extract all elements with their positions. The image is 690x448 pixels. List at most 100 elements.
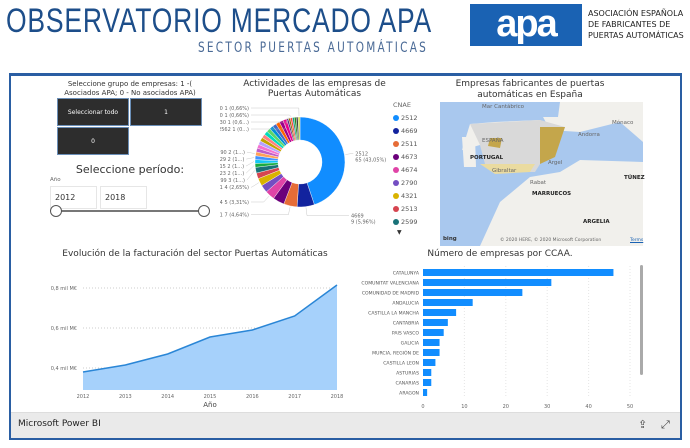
bar xyxy=(423,289,523,296)
slice-label: 4321 4 (2,65%) xyxy=(220,185,249,191)
legend-label: 2512 xyxy=(401,113,418,122)
donut-slice xyxy=(299,116,346,205)
legend-more-icon[interactable]: ▼ xyxy=(397,229,402,236)
period-slider-track[interactable] xyxy=(56,210,204,212)
bar-chart: 0 10 20 30 40 50 CATALUNYA COMUNITAT VALENCIANA… xyxy=(361,266,633,410)
legend-dot xyxy=(393,218,399,225)
category-label: CASTILLA LEON xyxy=(383,361,419,367)
slice-leader-line xyxy=(251,117,290,123)
category-label: CASTILLA LA MANCHA xyxy=(368,311,420,317)
y-tick-label: 0,8 mil M€ xyxy=(51,286,77,292)
category-label: CANTABRIA xyxy=(393,321,420,327)
x-tick-label: 10 xyxy=(461,404,467,410)
legend-item[interactable]: 2790 xyxy=(393,176,418,189)
series-line xyxy=(82,284,338,373)
donut-slice xyxy=(297,116,301,141)
slice-leader-line xyxy=(345,153,354,155)
bing-logo: bing xyxy=(443,236,457,242)
legend-dot xyxy=(393,127,399,134)
slice-label: 2223 2 (1...) xyxy=(220,171,244,177)
legend-dot xyxy=(393,179,399,186)
bar-chart-scrollbar[interactable] xyxy=(640,265,643,375)
x-tick-label: 20 xyxy=(503,404,509,410)
slice-label: 4110 1 (0,66%) xyxy=(220,113,249,119)
category-label: ANDALUCIA xyxy=(392,301,419,307)
legend-item[interactable]: 2513 xyxy=(393,202,418,215)
x-axis-title: Año xyxy=(203,401,217,409)
x-tick-label: 50 xyxy=(627,404,633,410)
slice-label: 2511 7 (4,64%) xyxy=(220,213,249,219)
category-label: ASTURIAS xyxy=(396,371,419,377)
legend-dot xyxy=(393,192,399,199)
bar xyxy=(423,359,436,366)
group-1-button[interactable]: 1 xyxy=(130,98,202,126)
category-label: MURCIA, REGIÓN DE xyxy=(372,350,419,357)
slider-handle-end[interactable] xyxy=(198,205,210,217)
legend-label: 4669 xyxy=(401,126,418,135)
legend-label: 4673 xyxy=(401,152,418,161)
legend-item[interactable]: 2512 xyxy=(393,111,418,124)
logo-caption-line: PUERTAS AUTOMÁTICAS xyxy=(588,31,684,40)
x-tick-label: 2016 xyxy=(246,394,259,400)
group-0-button[interactable]: 0 xyxy=(57,127,129,155)
slice-leader-line xyxy=(246,151,255,154)
map-label: Mónaco xyxy=(612,120,634,126)
map-label: PORTUGAL xyxy=(470,155,504,161)
slice-leader-line xyxy=(246,157,255,160)
legend-item[interactable]: 4674 xyxy=(393,163,418,176)
select-all-button[interactable]: Seleccionar todo xyxy=(57,98,129,126)
map-label: MARRUECOS xyxy=(532,191,572,197)
area-chart-title: Evolución de la facturación del sector P… xyxy=(62,249,328,259)
y-tick-label: 0,6 mil M€ xyxy=(51,326,77,332)
legend-label: 2513 xyxy=(401,204,418,213)
slice-leader-line xyxy=(251,107,300,117)
slice-label: 2630 1 (0,6...) xyxy=(220,120,249,126)
slice-label: 2815 2 (1...) xyxy=(220,164,244,170)
slider-handle-start[interactable] xyxy=(50,205,62,217)
year-from-input[interactable]: 2012 xyxy=(50,186,97,209)
area-chart: 0,4 mil M€ 0,6 mil M€ 0,8 mil M€ 2012 2013 20… xyxy=(51,284,343,409)
map-terms-link[interactable]: Terms xyxy=(630,238,644,243)
category-label: PAIS VASCO xyxy=(392,331,419,337)
map-label: ARGELIA xyxy=(583,219,610,225)
slice-label: 2512 65 (43,05%) xyxy=(355,151,386,163)
donut-title: Actividades de las empresas de Puertas A… xyxy=(243,79,386,99)
bar xyxy=(423,309,457,316)
map-label: Argel xyxy=(548,160,563,166)
bar xyxy=(423,329,444,336)
slice-label: 4674 5 (3,31%) xyxy=(220,200,249,206)
legend-item[interactable]: 4673 xyxy=(393,150,418,163)
map-label: ESPAÑA xyxy=(482,138,504,144)
powerbi-brand[interactable]: Microsoft Power BI xyxy=(18,419,101,429)
year-to-input[interactable]: 2018 xyxy=(100,186,147,209)
slice-label: 7020 1 (0,66%) xyxy=(220,106,249,112)
category-label: ARAGON xyxy=(399,391,419,397)
slice-label: 4329 2 (1...) xyxy=(220,157,244,163)
logo-caption-line: ASOCIACIÓN ESPAÑOLA xyxy=(588,9,684,18)
year-label: Año xyxy=(50,177,61,183)
footer-bar xyxy=(11,412,680,438)
slice-label: 4669 9 (5,96%) xyxy=(351,214,376,226)
report-subtitle: SECTOR PUERTAS AUTOMÁTICAS xyxy=(198,40,429,56)
legend-label: 4674 xyxy=(401,165,418,174)
legend-dot xyxy=(393,166,399,173)
category-label: GALICIA xyxy=(401,341,420,347)
bar xyxy=(423,269,614,276)
x-tick-label: 2015 xyxy=(204,394,217,400)
legend-item[interactable]: 2511 xyxy=(393,137,418,150)
legend-item[interactable]: 4669 xyxy=(393,124,418,137)
slice-leader-line xyxy=(246,165,255,174)
bar xyxy=(423,279,552,286)
donut-legend: 2512 4669 2511 4673 4674 2790 4321 2513 2599 xyxy=(393,111,418,228)
fullscreen-icon[interactable]: ⤢ xyxy=(661,418,670,431)
legend-dot xyxy=(393,205,399,212)
bar xyxy=(423,339,440,346)
share-icon[interactable]: ⇪ xyxy=(638,418,648,431)
map-label: Gibraltar xyxy=(492,168,517,174)
map-title: Empresas fabricantes de puertas automáti… xyxy=(455,79,605,100)
map-copyright: © 2020 HERE, © 2020 Microsoft Corporatio… xyxy=(500,238,602,243)
legend-item[interactable]: 4321 xyxy=(393,189,418,202)
apa-logo: apa xyxy=(470,4,582,46)
legend-item[interactable]: 2599 xyxy=(393,215,418,228)
map[interactable] xyxy=(440,102,643,246)
